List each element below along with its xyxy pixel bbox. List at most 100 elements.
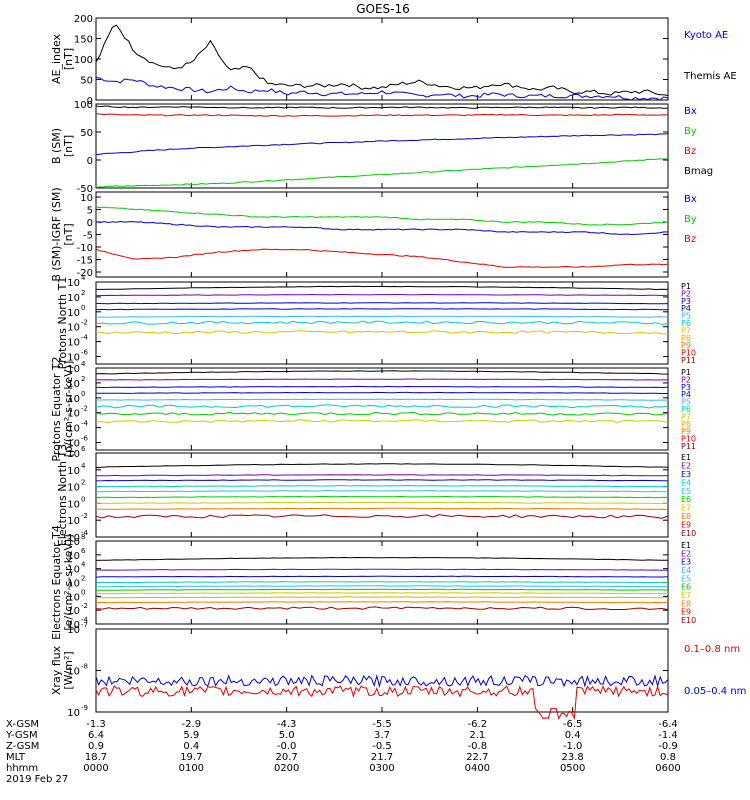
legend-entry: P4 — [681, 304, 691, 313]
xaxis-value: 0.4 — [565, 730, 581, 741]
legend-entry: P10 — [681, 435, 696, 444]
ytick-label: 10 — [67, 394, 80, 405]
ylabel-line: Protons Equator T2 — [50, 356, 63, 461]
series-line — [95, 370, 669, 375]
xaxis-value: 18.7 — [85, 752, 107, 763]
series-line — [95, 248, 669, 268]
panel-ylabel: Protons Equator T2 [p/(cm²-s-sr-keV)] — [50, 356, 75, 461]
legend-entry: E10 — [681, 616, 696, 625]
ytick-label: 10 — [67, 606, 80, 617]
legend-entry: Bx — [684, 106, 697, 117]
ytick-label: 10 — [67, 449, 80, 460]
legend-entry: E8 — [681, 599, 691, 608]
ytick-label: 5 — [87, 206, 93, 217]
xaxis-value: -0.8 — [468, 741, 488, 752]
ytick-label: 50 — [80, 76, 93, 87]
legend-entry: By — [684, 126, 697, 137]
ytick-label: 10 — [67, 293, 80, 304]
ytick-label: -10 — [77, 243, 93, 254]
ytick-power: 4 — [81, 274, 86, 282]
ytick-label: 10 — [67, 483, 80, 494]
xaxis-value: 0500 — [560, 763, 585, 774]
legend-entry: 0.1–0.8 nm — [684, 644, 740, 655]
series-line — [95, 463, 669, 468]
ylabel-line: B (SM)-IGRF (SM) — [50, 187, 63, 281]
legend-entry: E5 — [681, 574, 691, 583]
legend-entry: E9 — [681, 521, 691, 530]
panel-ylabel: Electrons Equator T4 [e/(cm²-s-sr-keV)] — [50, 525, 75, 640]
xaxis-row-label: Y-GSM — [5, 730, 38, 741]
ylabel-unit: [W/m²] — [62, 651, 75, 689]
series-line — [95, 330, 668, 335]
legend-entry: Themis AE — [683, 71, 737, 82]
legend-entry: E7 — [681, 504, 691, 513]
ytick-label: 10 — [67, 466, 80, 477]
ytick-label: 200 — [74, 14, 93, 25]
series-line — [96, 588, 669, 591]
ytick-label: 10 — [67, 667, 80, 678]
ylabel-unit: [e/(cm²-s-sr-keV)] — [62, 534, 75, 630]
ytick-power: -4 — [81, 334, 89, 342]
legend-entry: E6 — [681, 495, 691, 504]
xaxis-value: 3.7 — [374, 730, 390, 741]
panel-ylabel: B (SM) [nT] — [50, 128, 75, 164]
legend-entry: P9 — [681, 341, 691, 350]
series-line — [95, 419, 669, 424]
series-line — [95, 479, 669, 482]
legend-entry: E5 — [681, 487, 691, 496]
xaxis-row-label: MLT — [6, 752, 26, 763]
series-line — [96, 398, 668, 401]
series-line — [95, 293, 669, 297]
panel-frame — [95, 367, 669, 451]
series-line — [95, 484, 669, 488]
ytick-label: 10 — [67, 353, 80, 364]
series-line — [95, 378, 668, 381]
series-line — [95, 206, 669, 226]
legend-entry: P3 — [681, 297, 691, 306]
panel-1: AE_index [nT] 200 150 100 50 0 Kyoto AE Themis A… — [50, 14, 737, 107]
ytick-label: 10 — [67, 338, 80, 349]
plot-date: 2019 Feb 27 — [6, 774, 68, 785]
xaxis-value: 5.9 — [183, 730, 199, 741]
ytick-power: 0 — [81, 495, 85, 503]
series-line — [95, 674, 669, 688]
series-line — [95, 158, 669, 188]
ytick-power: 0 — [81, 588, 85, 596]
ytick-label: 10 — [67, 565, 80, 576]
ytick-label: 10 — [67, 516, 80, 527]
series-line — [95, 315, 669, 318]
series-line — [95, 507, 669, 510]
ylabel-line: Xray flux — [50, 645, 63, 695]
ytick-power: 4 — [81, 360, 86, 368]
ytick-power: 2 — [81, 575, 85, 583]
legend-entry: P11 — [681, 442, 696, 451]
ytick-power: -2 — [81, 602, 88, 610]
series-line — [95, 606, 669, 610]
legend-entry: E1 — [681, 453, 691, 462]
ytick-power: -2 — [81, 512, 88, 520]
legend-entry: P11 — [681, 356, 696, 365]
xaxis-value: 20.7 — [276, 752, 298, 763]
series-line — [95, 474, 669, 477]
legend-entry: P2 — [681, 375, 691, 384]
legend-entry: P2 — [681, 289, 691, 298]
legend-entry: P5 — [681, 398, 691, 407]
legend-entry: P6 — [681, 405, 691, 414]
ytick-label: -5 — [83, 231, 93, 242]
xaxis-row-label: X-GSM — [6, 719, 39, 730]
plot-title: GOES-16 — [356, 2, 410, 16]
legend-entry: E4 — [681, 566, 691, 575]
ytick-power: -6 — [81, 435, 89, 443]
ytick-power: -2 — [81, 319, 88, 327]
ytick-label: 10 — [67, 379, 80, 390]
legend-entry: E8 — [681, 512, 691, 521]
ytick-power: -4 — [81, 616, 89, 624]
xaxis-value: -0.0 — [277, 741, 297, 752]
ytick-power: 4 — [81, 462, 86, 470]
series-line — [95, 411, 669, 416]
series-line — [95, 77, 669, 101]
ytick-power: 4 — [81, 561, 86, 569]
ytick-power: 2 — [81, 479, 85, 487]
ytick-label: -15 — [77, 256, 93, 267]
